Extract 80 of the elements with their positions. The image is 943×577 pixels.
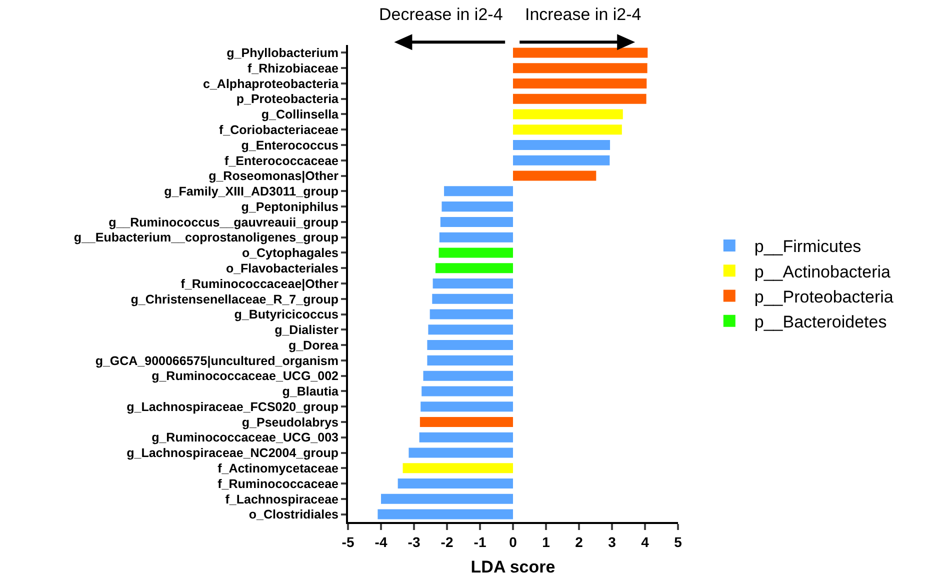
bar	[427, 340, 513, 350]
bar	[513, 124, 622, 135]
bar	[428, 324, 513, 335]
legend-label: p__Actinobacteria	[754, 262, 892, 282]
text: Increase in i2-4	[525, 5, 642, 24]
bar	[442, 202, 513, 212]
y-tick-label: g__Ruminococcus__gauvreauii_group	[108, 215, 339, 230]
x-tick-label: 5	[674, 534, 682, 550]
y-tick-label: f_Rhizobiaceae	[247, 61, 339, 76]
bar	[381, 494, 513, 504]
bar	[419, 432, 513, 442]
y-tick-label: p_Proteobacteria	[236, 92, 340, 106]
legend-label: p__Proteobacteria	[754, 287, 894, 306]
y-tick-label: f_Ruminococcaceae	[218, 476, 339, 491]
bar	[408, 448, 513, 458]
bar	[513, 94, 646, 104]
bar	[432, 278, 513, 288]
legend-label: p__Bacteroidetes	[754, 312, 887, 332]
x-tick-label: 4	[641, 534, 650, 550]
bar	[420, 416, 513, 427]
bar	[427, 355, 513, 366]
bar	[423, 370, 513, 381]
y-tick-label: f_Coriobacteriaceae	[218, 123, 339, 138]
y-tick-label: g_Roseomonas|Other	[208, 169, 339, 184]
x-tick-label: 2	[575, 534, 584, 550]
y-tick-label: g__Eubacterium__coprostanoligenes_group	[74, 230, 339, 245]
bar	[513, 140, 610, 150]
bar	[513, 48, 648, 58]
x-tick-label: 3	[608, 534, 616, 550]
x-tick-label: -3	[408, 534, 420, 550]
x-tick-label: -5	[342, 534, 354, 550]
y-tick-label: o_Cytophagales	[242, 246, 339, 260]
x-tick-label: 1	[542, 534, 550, 550]
bar	[513, 63, 648, 74]
y-tick-label: g_Christensenellaceae_R_7_group	[130, 292, 339, 306]
text: Decrease in i2-4	[379, 5, 503, 24]
y-tick-label: o_Clostridiales	[248, 508, 339, 522]
x-tick-label: -4	[374, 534, 388, 550]
bar	[430, 309, 513, 320]
bar	[435, 263, 513, 274]
y-tick-label: g_Peptoniphilus	[241, 200, 339, 214]
y-tick-label: g_Dorea	[288, 338, 340, 352]
y-tick-label: g_Family_XIII_AD3011_group	[164, 184, 339, 199]
bar	[378, 509, 513, 520]
x-axis-title: LDA score	[470, 558, 556, 577]
y-tick-label: g_Ruminococcaceae_UCG_003	[152, 430, 339, 445]
y-tick-label: f_Enterococcaceae	[224, 154, 339, 168]
y-tick-label: g_Lachnospiraceae_NC2004_group	[126, 446, 339, 460]
y-tick-label: g_Pseudolabrys	[242, 415, 339, 430]
x-tick-label: -2	[440, 534, 454, 550]
bar	[402, 463, 513, 474]
bar	[422, 386, 513, 396]
bar	[438, 248, 513, 258]
bar	[513, 78, 647, 88]
bar	[513, 155, 610, 166]
y-tick-label: f_Ruminococcaceae|Other	[180, 276, 339, 291]
x-tick-label: -1	[474, 534, 486, 550]
y-tick-label: g_Ruminococcaceae_UCG_002	[152, 369, 339, 384]
y-tick-label: f_Actinomycetaceae	[218, 462, 339, 476]
bar	[432, 294, 513, 304]
y-tick-label: g_Lachnospiraceae_FCS020_group	[126, 400, 339, 414]
bar	[398, 478, 513, 489]
bar	[439, 232, 513, 242]
y-tick-label: g_Butyricicoccus	[234, 308, 339, 322]
bar	[513, 109, 623, 120]
bar	[513, 170, 596, 181]
x-tick-label: 0	[509, 534, 518, 550]
bar	[444, 186, 513, 196]
bar	[440, 216, 513, 227]
y-tick-label: g_Blautia	[282, 384, 340, 399]
y-tick-label: g_GCA_900066575|uncultured_organism	[95, 354, 338, 368]
y-tick-label: f_Lachnospiraceae	[225, 492, 339, 506]
y-tick-label: g_Collinsella	[261, 108, 340, 122]
y-tick-label: g_Enterococcus	[241, 138, 339, 152]
y-tick-label: c_Alphaproteobacteria	[203, 76, 340, 91]
y-tick-label: o_Flavobacteriales	[226, 261, 339, 276]
bar	[420, 402, 513, 412]
y-tick-label: g_Dialister	[274, 323, 339, 338]
legend-label: p__Firmicutes	[754, 237, 862, 256]
y-tick-label: g_Phyllobacterium	[226, 46, 338, 60]
